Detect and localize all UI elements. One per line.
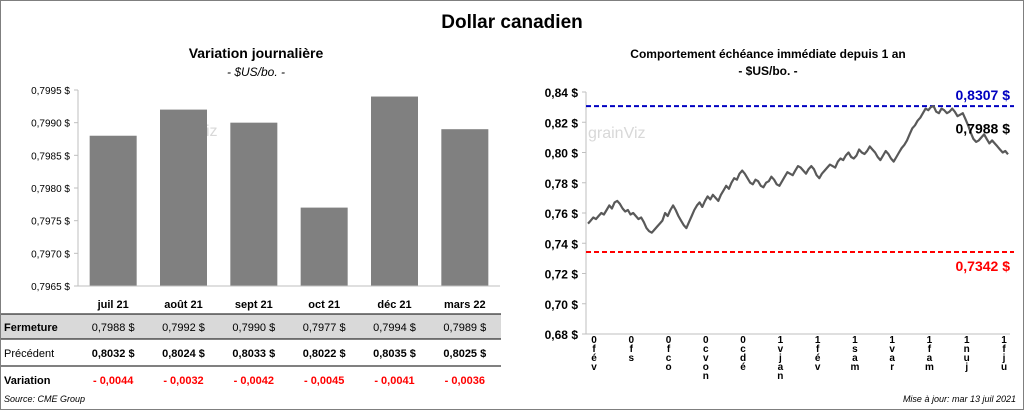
table-row-label: Variation xyxy=(4,375,51,387)
table-cell: - 0,0042 xyxy=(234,375,274,387)
table-cell: - 0,0044 xyxy=(93,375,134,387)
y-tick-label: 0,7985 $ xyxy=(31,151,70,162)
y-tick-label: 0,74 $ xyxy=(545,237,579,251)
bar xyxy=(230,122,278,287)
update-note: Mise à jour: mar 13 juil 2021 xyxy=(902,394,1016,404)
left-chart-title: Variation journalière xyxy=(188,45,324,61)
x-tick-label: oct 21 xyxy=(308,299,340,311)
table-cell: 0,7990 $ xyxy=(232,322,275,334)
y-tick-label: 0,7975 $ xyxy=(31,217,70,228)
y-tick-label: 0,7970 $ xyxy=(31,249,70,260)
table-cell: 0,7988 $ xyxy=(92,322,135,334)
table-cell: 0,8025 $ xyxy=(443,348,486,360)
table-cell: 0,8024 $ xyxy=(162,348,205,360)
source-note: Source: CME Group xyxy=(4,394,86,404)
last-value-label: 0,7988 $ xyxy=(956,120,1011,136)
table-cell: - 0,0036 xyxy=(445,375,485,387)
high-value-label: 0,8307 $ xyxy=(956,87,1011,103)
x-tick-label: déc 21 xyxy=(377,299,411,311)
table-cell: - 0,0041 xyxy=(374,375,414,387)
right-chart-subtitle: - $US/bo. - xyxy=(738,64,798,78)
bar xyxy=(160,109,207,286)
table-band xyxy=(1,314,501,339)
table-cell: 0,7992 $ xyxy=(162,322,205,334)
y-tick-label: 0,82 $ xyxy=(545,116,579,130)
right-chart-title: Comportement échéance immédiate depuis 1… xyxy=(630,47,906,61)
bar xyxy=(300,207,348,286)
bar xyxy=(441,129,489,286)
y-tick-label: 0,7990 $ xyxy=(31,119,70,130)
y-tick-label: 0,76 $ xyxy=(545,207,579,221)
x-tick-label: mars 22 xyxy=(444,299,486,311)
y-tick-label: 0,7965 $ xyxy=(31,282,70,293)
y-tick-label: 0,7995 $ xyxy=(31,86,70,97)
table-cell: 0,7994 $ xyxy=(373,322,416,334)
bar xyxy=(89,135,137,286)
table-row-label: Précédent xyxy=(4,348,54,360)
left-chart-subtitle: - $US/bo. - xyxy=(226,65,286,79)
y-tick-label: 0,68 $ xyxy=(545,328,579,342)
table-cell: - 0,0032 xyxy=(163,375,203,387)
page-title: Dollar canadien xyxy=(441,12,583,33)
table-cell: 0,7977 $ xyxy=(303,322,346,334)
table-cell: 0,8033 $ xyxy=(232,348,275,360)
y-tick-label: 0,72 $ xyxy=(545,268,579,282)
y-tick-label: 0,78 $ xyxy=(545,177,579,191)
y-tick-label: 0,80 $ xyxy=(545,147,579,161)
y-tick-label: 0,7980 $ xyxy=(31,184,70,195)
one-year-trend-chart: grainViz 0,68 $ 0,70 $ 0,72 $ 0,74 $ 0,76 $ 0,… xyxy=(545,86,1014,382)
low-value-label: 0,7342 $ xyxy=(956,258,1011,274)
x-tick-label: août 21 xyxy=(164,299,203,311)
table-cell: 0,8032 $ xyxy=(92,348,135,360)
table-cell: 0,8022 $ xyxy=(303,348,346,360)
table-cell: - 0,0045 xyxy=(304,375,344,387)
price-series-line xyxy=(587,105,1009,234)
x-tick-label: sept 21 xyxy=(235,299,273,311)
x-tick-label: juil 21 xyxy=(97,299,129,311)
y-tick-label: 0,70 $ xyxy=(545,298,579,312)
table-cell: 0,8035 $ xyxy=(373,348,416,360)
watermark: grainViz xyxy=(588,125,646,142)
bar xyxy=(371,96,418,287)
table-cell: 0,7989 $ xyxy=(443,322,486,334)
y-tick-label: 0,84 $ xyxy=(545,86,579,100)
table-row-label: Fermeture xyxy=(4,322,58,334)
